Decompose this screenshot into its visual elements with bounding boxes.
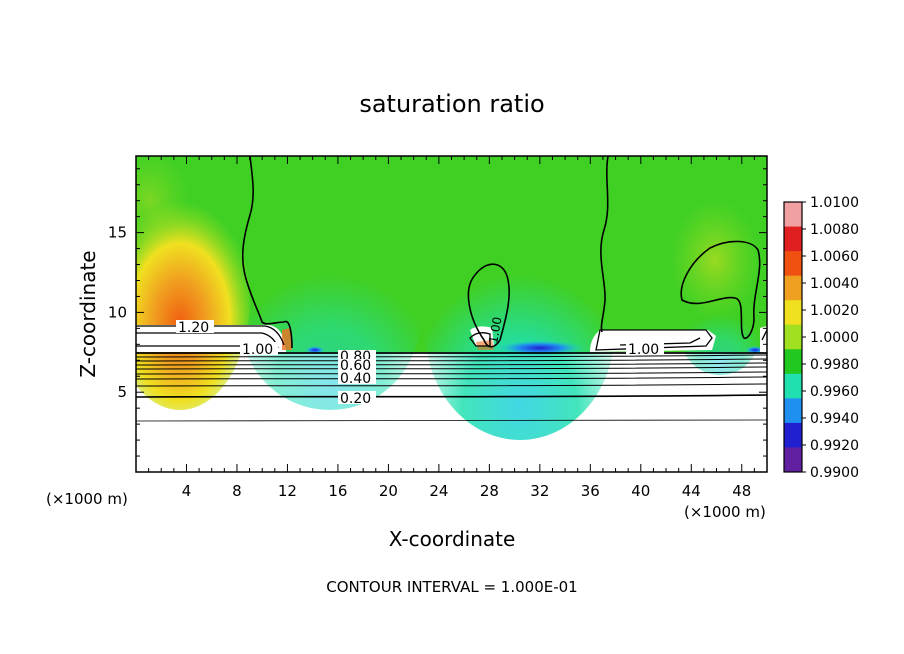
x-tick-label: 28 xyxy=(480,482,499,500)
colorbar-swatch xyxy=(784,275,802,301)
colorbar-swatch xyxy=(784,226,802,252)
colorbar-label: 1.0000 xyxy=(810,330,859,346)
x-tick-label: 36 xyxy=(581,482,600,500)
colorbar-label: 0.9960 xyxy=(810,384,859,400)
y-tick-label: 15 xyxy=(108,224,127,242)
colorbar-label: 1.0020 xyxy=(810,303,859,319)
y-axis: 5 10 15 Z-coordinate xyxy=(76,168,767,457)
colorbar-label: 1.0060 xyxy=(810,249,859,265)
x-tick-label: 48 xyxy=(732,482,751,500)
x-tick-label: 4 xyxy=(182,482,192,500)
colorbar-swatch xyxy=(784,349,802,375)
colorbar-swatch xyxy=(784,373,802,399)
plot-area: 1.20 1.00 0.80 0.60 0.40 0.20 1.00 1.00 xyxy=(136,156,767,472)
x-tick-label: 8 xyxy=(232,482,242,500)
x-tick-label: 24 xyxy=(429,482,448,500)
colorbar-label: 1.0100 xyxy=(810,195,859,211)
contour-labels: 1.20 1.00 0.80 0.60 0.40 0.20 1.00 1.00 xyxy=(176,316,664,407)
contour-interval-note: CONTOUR INTERVAL = 1.000E-01 xyxy=(326,578,577,596)
contour-lines-upper xyxy=(242,156,761,349)
x-unit-left: (×1000 m) xyxy=(46,490,128,508)
y-tick-label: 10 xyxy=(108,303,127,321)
contour-label: 1.00 xyxy=(628,342,659,358)
contour-label: 0.60 xyxy=(340,358,371,374)
colorbar-label: 1.0080 xyxy=(810,222,859,238)
contour-label: 1.20 xyxy=(178,320,209,336)
colorbar-label: 0.9940 xyxy=(810,411,859,427)
colorbar-swatch xyxy=(784,202,802,228)
contour-label: 0.20 xyxy=(340,391,371,407)
x-tick-label: 20 xyxy=(379,482,398,500)
chart-title: saturation ratio xyxy=(359,90,544,118)
colorbar-swatch xyxy=(784,324,802,350)
contour-label: 1.00 xyxy=(242,342,273,358)
colorbar-label: 1.0040 xyxy=(810,276,859,292)
contour-label: 1.00 xyxy=(486,316,504,345)
colorbar-swatch xyxy=(784,251,802,277)
colorbar-label: 0.9980 xyxy=(810,357,859,373)
colorbar-swatch xyxy=(784,447,802,473)
x-tick-label: 16 xyxy=(328,482,347,500)
x-axis: 4 8 12 16 20 24 28 32 36 40 44 48 X-coordinate (×10… xyxy=(46,156,766,551)
y-axis-label: Z-coordinate xyxy=(76,250,100,377)
colorbar-swatch xyxy=(784,300,802,326)
x-unit-right: (×1000 m) xyxy=(684,503,766,521)
y-tick-label: 5 xyxy=(117,383,127,401)
colorbar-label: 0.9920 xyxy=(810,438,859,454)
colorbar-swatch xyxy=(784,398,802,424)
x-tick-label: 32 xyxy=(530,482,549,500)
colorbar: 1.0100 1.0080 1.0060 1.0040 1.0020 1.0000 0.99… xyxy=(783,195,859,481)
colorbar-label: 0.9900 xyxy=(810,465,859,481)
colorbar-swatch xyxy=(784,422,802,448)
x-tick-label: 44 xyxy=(682,482,701,500)
contour-label: 0.40 xyxy=(340,371,371,387)
x-axis-label: X-coordinate xyxy=(389,527,516,551)
subsaturated-region xyxy=(425,220,615,440)
x-tick-label: 40 xyxy=(631,482,650,500)
x-tick-label: 12 xyxy=(278,482,297,500)
